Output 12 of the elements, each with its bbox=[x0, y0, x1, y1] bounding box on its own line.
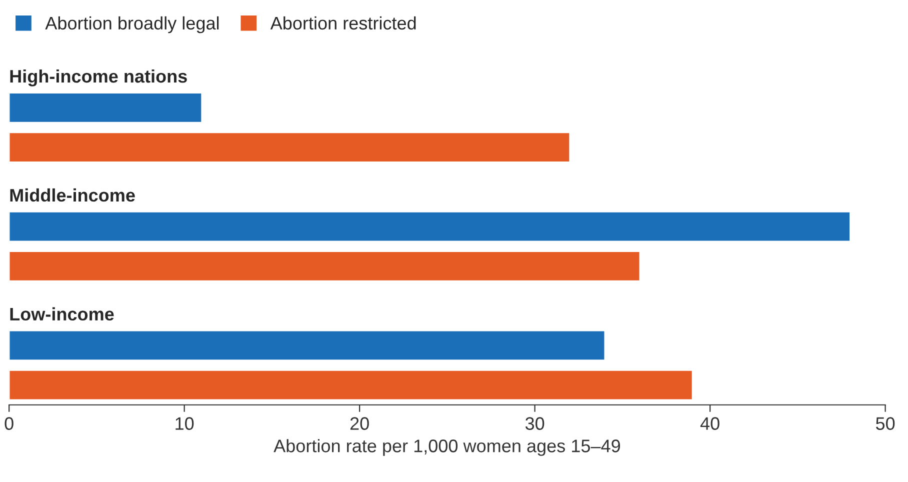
x-axis-title: Abortion rate per 1,000 women ages 15–49 bbox=[274, 439, 620, 456]
x-tick-label: 40 bbox=[700, 417, 720, 430]
x-tick-label: 20 bbox=[350, 417, 369, 430]
x-tick-label: 10 bbox=[176, 417, 194, 430]
x-tick-label: 0 bbox=[4, 417, 14, 430]
legend-label: Abortion broadly legal bbox=[45, 16, 219, 34]
legend-label: Abortion restricted bbox=[270, 16, 416, 30]
x-tick-label: 30 bbox=[525, 417, 544, 430]
y-tick-label: Middle-income bbox=[10, 188, 135, 202]
x-tick-label: 50 bbox=[876, 417, 895, 430]
y-tick-label: Low-income bbox=[10, 307, 114, 321]
y-tick-label: High-income nations bbox=[10, 69, 187, 86]
